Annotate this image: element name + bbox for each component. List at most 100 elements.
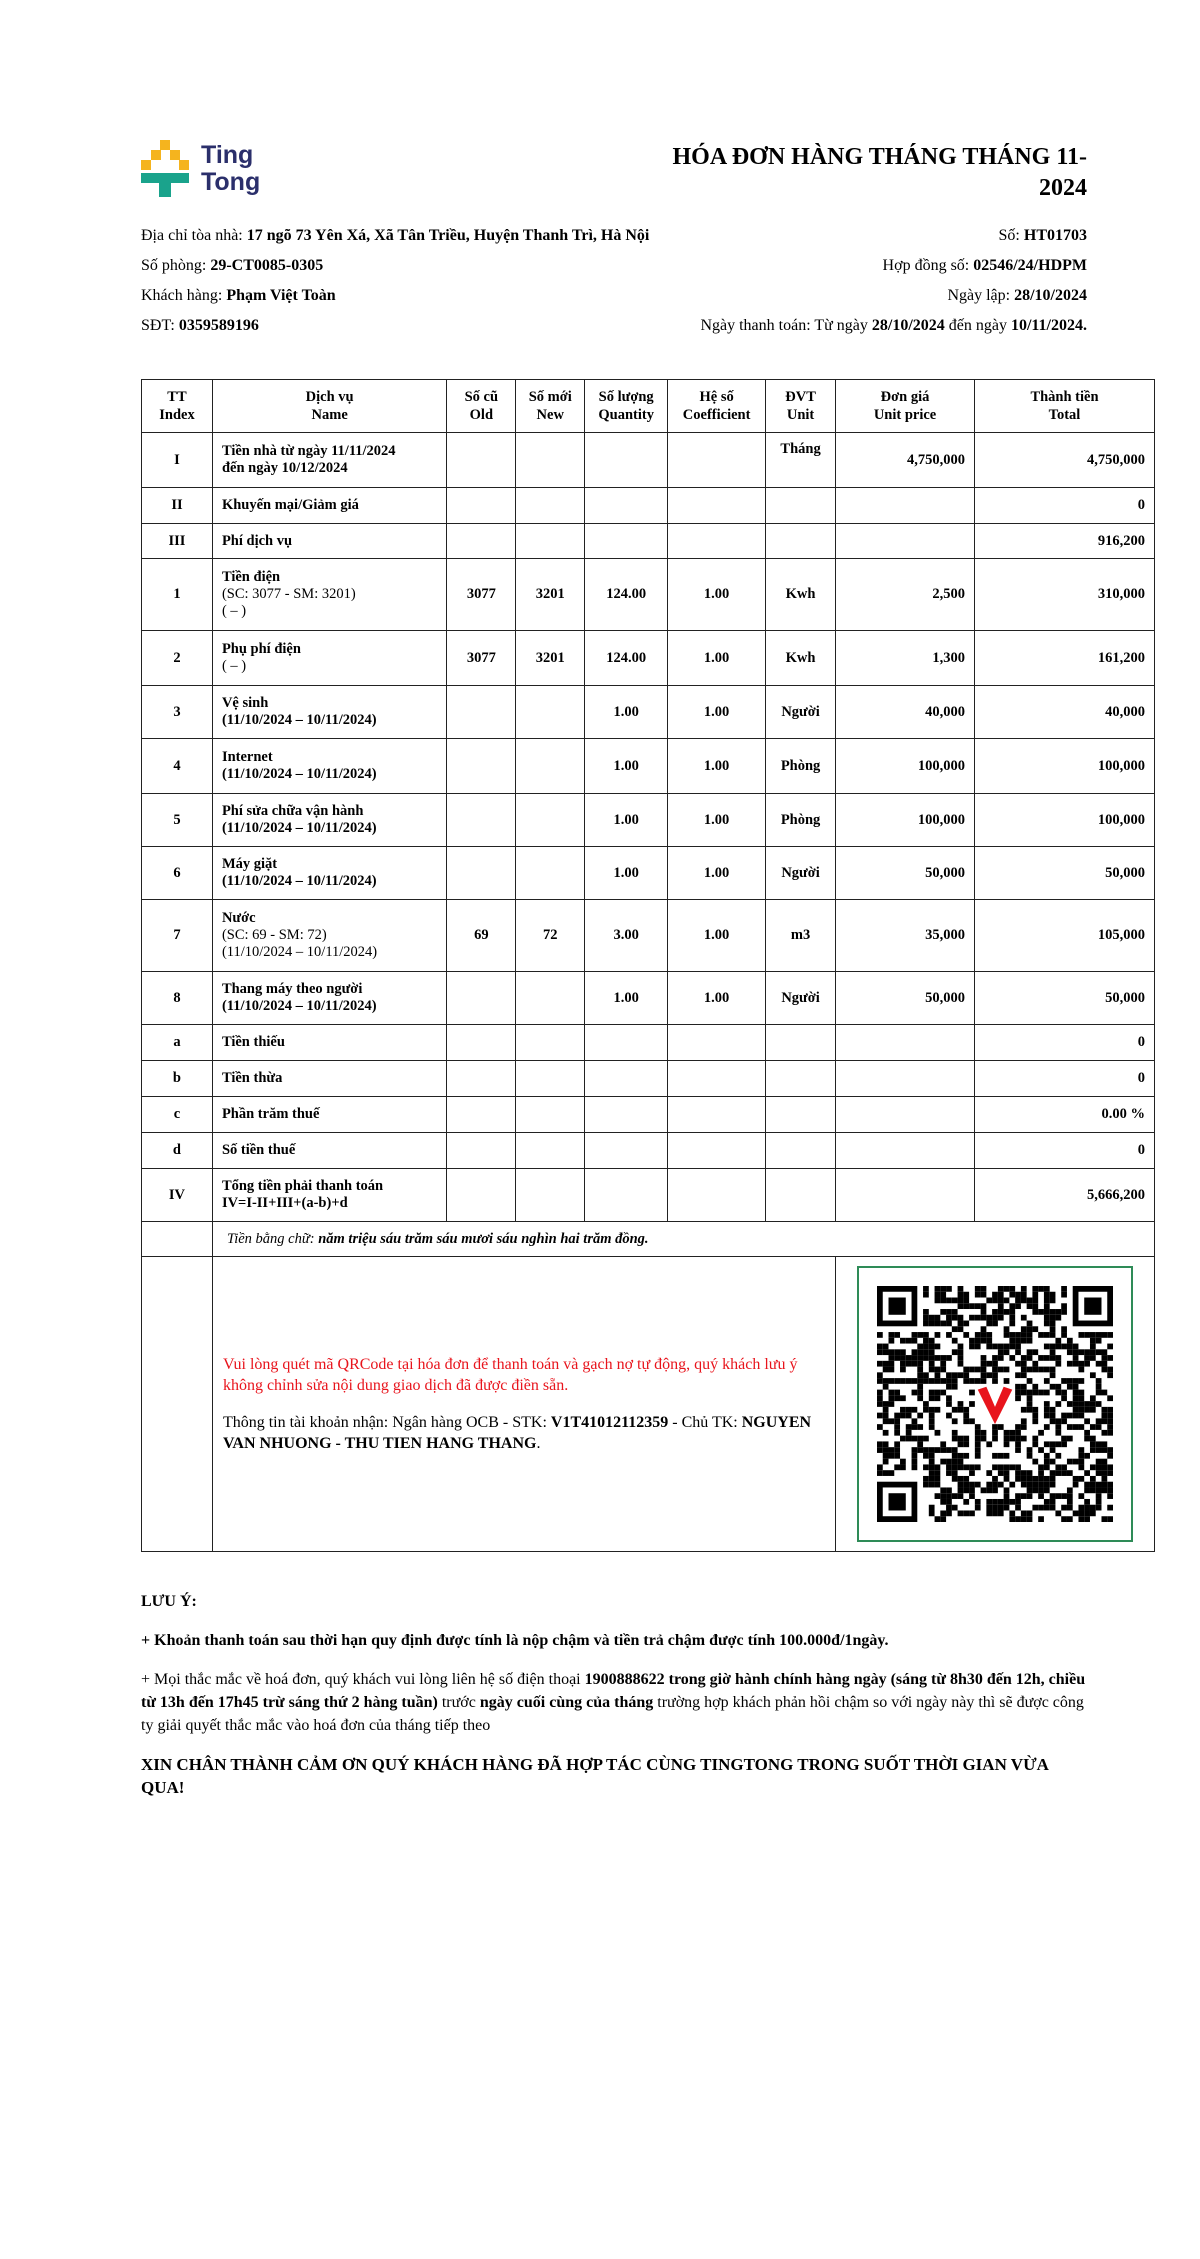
row-old: 69	[446, 899, 517, 972]
row-unit: Tháng	[765, 432, 837, 488]
column-header: Hệ số Coefficient	[667, 379, 767, 433]
table-row: 5 Phí sửa chữa vận hành (11/10/2024 – 10/…	[141, 793, 1155, 847]
phone-line: SĐT: 0359589196	[141, 317, 259, 334]
row-old: 3077	[446, 558, 517, 631]
row-unit-price: 100,000	[835, 738, 975, 794]
row-name: Phí dịch vụ	[211, 523, 448, 559]
row-unit-price: 1,300	[835, 630, 975, 686]
row-old	[446, 685, 517, 739]
row-old: 3077	[446, 630, 517, 686]
row-quantity: 1.00	[584, 738, 669, 794]
qr-code-icon[interactable]	[877, 1286, 1114, 1522]
row-name: Internet (11/10/2024 – 10/11/2024)	[211, 738, 448, 794]
row-quantity	[584, 1168, 669, 1222]
row-unit	[765, 1168, 837, 1222]
row-new: 3201	[515, 630, 586, 686]
row-name: Nước (SC: 69 - SM: 72) (11/10/2024 – 10/11…	[211, 899, 448, 972]
logo-text-tong: Tong	[201, 168, 261, 196]
table-row: 1 Tiền điện (SC: 3077 - SM: 3201)( – ) 30…	[141, 558, 1155, 631]
row-index: II	[141, 487, 213, 524]
thanks-note: XIN CHÂN THÀNH CẢM ƠN QUÝ KHÁCH HÀNG ĐÃ …	[141, 1755, 1048, 1797]
row-name: Tiền thiếu	[211, 1024, 448, 1061]
row-coefficient: 1.00	[667, 630, 767, 686]
table-row: 8 Thang máy theo người (11/10/2024 – 10/1…	[141, 971, 1155, 1025]
room-line: Số phòng: 29-CT0085-0305	[141, 257, 324, 274]
table-row: III Phí dịch vụ 916,200	[141, 523, 1155, 559]
invoice-table: TT Index Dịch vụ Name Số cũ Old Số mới New Số lư…	[141, 379, 1156, 1552]
row-new	[515, 1024, 586, 1061]
row-quantity	[584, 487, 669, 524]
row-total: 0	[974, 487, 1155, 524]
row-new: 3201	[515, 558, 586, 631]
row-coefficient: 1.00	[667, 846, 767, 900]
column-header: ĐVT Unit	[765, 379, 837, 433]
row-total: 0	[974, 1024, 1155, 1061]
row-unit: Kwh	[765, 558, 837, 631]
amount-in-words-row: Tiền bằng chữ: năm triệu sáu trăm sáu mư…	[141, 1221, 1156, 1257]
row-index: 5	[141, 793, 213, 847]
row-index: b	[141, 1060, 213, 1097]
row-total: 916,200	[974, 523, 1155, 559]
row-index: 6	[141, 846, 213, 900]
row-coefficient	[667, 1132, 767, 1169]
row-unit-price	[835, 1168, 975, 1222]
row-unit-price	[835, 1024, 975, 1061]
table-row: a Tiền thiếu 0	[141, 1024, 1155, 1061]
table-row: c Phần trăm thuế 0.00 %	[141, 1096, 1155, 1133]
row-name: Phí sửa chữa vận hành (11/10/2024 – 10/11…	[211, 793, 448, 847]
row-quantity	[584, 1024, 669, 1061]
row-old	[446, 846, 517, 900]
row-unit	[765, 487, 837, 524]
row-old	[446, 793, 517, 847]
row-total: 100,000	[974, 738, 1155, 794]
table-row: I Tiền nhà từ ngày 11/11/2024 đến ngày 10…	[141, 432, 1155, 488]
table-row: 7 Nước (SC: 69 - SM: 72) (11/10/2024 – 10/…	[141, 899, 1155, 972]
row-unit: m3	[765, 899, 837, 972]
row-coefficient	[667, 432, 767, 488]
row-old	[446, 1132, 517, 1169]
row-unit-price	[835, 1096, 975, 1133]
row-total: 105,000	[974, 899, 1155, 972]
payment-info: Vui lòng quét mã QRCode tại hóa đơn để t…	[211, 1256, 837, 1552]
row-unit	[765, 1024, 837, 1061]
row-index: 3	[141, 685, 213, 739]
table-row: 2 Phụ phí điện( – ) 3077 3201 124.00 1.0…	[141, 630, 1155, 686]
row-unit	[765, 1096, 837, 1133]
row-total: 0	[974, 1132, 1155, 1169]
row-unit-price: 50,000	[835, 846, 975, 900]
bank-account: Thông tin tài khoản nhận: Ngân hàng OCB …	[222, 1414, 812, 1452]
row-index: 4	[141, 738, 213, 794]
row-old	[446, 1060, 517, 1097]
row-quantity: 3.00	[584, 899, 669, 972]
row-new	[515, 971, 586, 1025]
qr-code-frame[interactable]	[857, 1266, 1134, 1542]
row-new	[515, 1096, 586, 1133]
address-line: Địa chỉ tòa nhà: 17 ngõ 73 Yên Xá, Xã Tâ…	[141, 227, 650, 244]
row-new	[515, 523, 586, 559]
row-index: c	[141, 1096, 213, 1133]
notes-section: LƯU Ý: + Khoản thanh toán sau thời hạn q…	[141, 1590, 1091, 1815]
row-quantity: 124.00	[584, 630, 669, 686]
row-index: I	[141, 432, 213, 488]
row-unit	[765, 1132, 837, 1169]
table-row: II Khuyến mại/Giảm giá 0	[141, 487, 1155, 524]
column-header: Đơn giá Unit price	[835, 379, 975, 433]
row-quantity	[584, 1132, 669, 1169]
row-old	[446, 971, 517, 1025]
row-new	[515, 685, 586, 739]
row-name: Vệ sinh (11/10/2024 – 10/11/2024)	[211, 685, 448, 739]
column-header: Số lượng Quantity	[584, 379, 669, 433]
row-unit-price: 50,000	[835, 971, 975, 1025]
row-index: 1	[141, 558, 213, 631]
row-coefficient: 1.00	[667, 558, 767, 631]
row-name: Khuyến mại/Giảm giá	[211, 487, 448, 524]
row-index: 8	[141, 971, 213, 1025]
row-quantity: 124.00	[584, 558, 669, 631]
row-total: 40,000	[974, 685, 1155, 739]
row-unit: Phòng	[765, 738, 837, 794]
row-unit-price: 4,750,000	[835, 432, 975, 488]
column-header: Thành tiền Total	[974, 379, 1155, 433]
row-index: IV	[141, 1168, 213, 1222]
row-index: d	[141, 1132, 213, 1169]
tingtong-logo: Ting Tong	[141, 140, 281, 200]
